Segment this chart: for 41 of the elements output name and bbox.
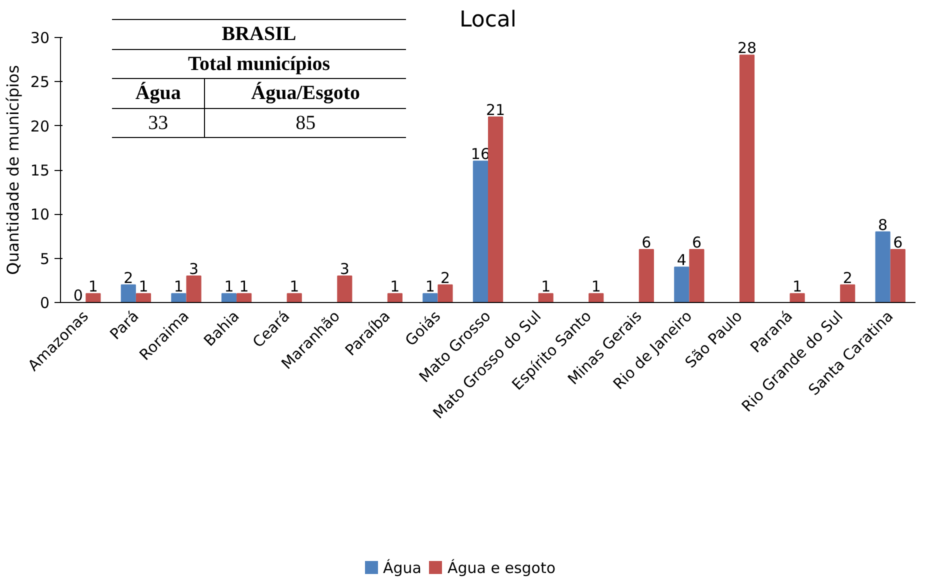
legend-label: Água e esgoto bbox=[447, 559, 556, 577]
data-label: 1 bbox=[88, 278, 98, 296]
data-label: 1 bbox=[425, 278, 435, 296]
data-label: 1 bbox=[138, 278, 148, 296]
data-label: 6 bbox=[893, 234, 903, 252]
y-tick-label: 15 bbox=[30, 162, 50, 180]
annotation: Água/Esgoto bbox=[204, 78, 406, 108]
data-label: 1 bbox=[239, 278, 249, 296]
annotation: 85 bbox=[204, 108, 406, 138]
y-tick-label: 0 bbox=[40, 294, 50, 312]
data-label: 0 bbox=[73, 286, 83, 304]
data-label: 3 bbox=[340, 260, 350, 278]
data-label: 1 bbox=[591, 278, 601, 296]
data-label: 4 bbox=[676, 251, 686, 270]
annotation: 33 bbox=[112, 108, 205, 138]
data-label: 2 bbox=[124, 268, 134, 287]
data-label: 1 bbox=[174, 278, 184, 296]
y-tick-label: 5 bbox=[40, 250, 50, 268]
annotation: Total municípios bbox=[112, 49, 406, 79]
annotation: Água bbox=[112, 78, 205, 108]
legend-label: Água bbox=[383, 559, 422, 577]
data-label: 3 bbox=[189, 260, 199, 278]
data-label: 1 bbox=[390, 278, 400, 296]
data-label: 6 bbox=[692, 234, 702, 252]
data-label: 1 bbox=[224, 278, 234, 296]
y-axis-title: Quantidade de municípios bbox=[3, 65, 22, 275]
y-tick-label: 20 bbox=[30, 117, 50, 136]
data-label: 28 bbox=[737, 39, 757, 58]
data-label: 1 bbox=[541, 278, 551, 296]
y-tick-label: 10 bbox=[30, 206, 50, 224]
data-label: 2 bbox=[842, 268, 852, 287]
data-label: 2 bbox=[440, 268, 450, 287]
y-tick-label: 30 bbox=[30, 29, 50, 47]
data-label: 8 bbox=[878, 216, 888, 234]
data-label: 21 bbox=[486, 101, 506, 119]
y-tick-label: 25 bbox=[30, 73, 50, 92]
data-label: 1 bbox=[290, 278, 300, 296]
data-label: 6 bbox=[642, 234, 652, 252]
chart-title: Local bbox=[459, 8, 517, 32]
data-label: 1 bbox=[792, 278, 802, 296]
annotation: BRASIL bbox=[112, 20, 406, 50]
